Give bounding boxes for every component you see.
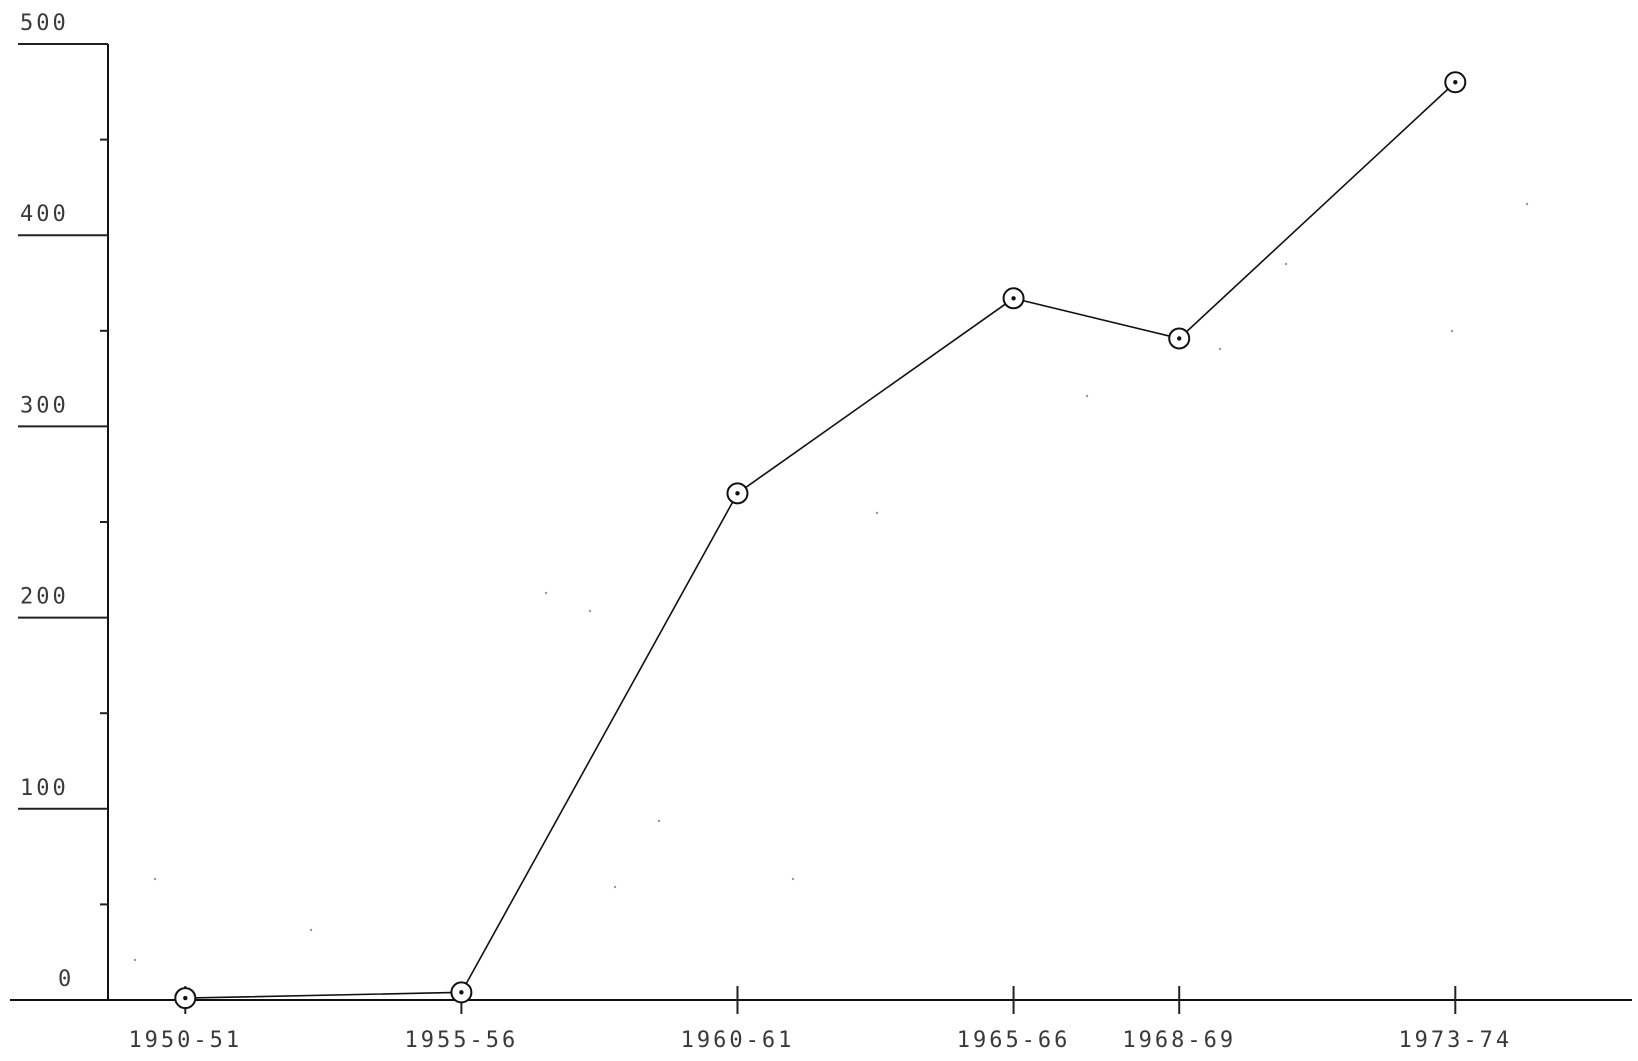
scan-speck	[1085, 394, 1089, 398]
data-point-center	[1453, 80, 1458, 85]
scan-speck	[875, 511, 879, 515]
scan-speck	[1284, 262, 1288, 266]
series-line	[185, 81, 1456, 999]
scan-speck	[309, 928, 313, 932]
y-tick-label: 500	[20, 11, 69, 36]
data-point	[726, 482, 749, 505]
scan-speck	[153, 877, 157, 881]
x-tick-label: 1955-56	[405, 1028, 519, 1053]
data-point	[174, 987, 197, 1010]
scan-speck	[544, 591, 548, 595]
x-tick-label: 1973-74	[1398, 1028, 1512, 1053]
x-tick-label: 1965-66	[957, 1028, 1071, 1053]
scan-speck	[657, 819, 661, 823]
scan-speck	[1450, 329, 1454, 333]
data-point-center	[1011, 296, 1016, 301]
x-tick-label: 1968-69	[1122, 1028, 1236, 1053]
scan-speck	[133, 958, 137, 962]
scan-speck	[613, 885, 617, 889]
x-tick-label: 1960-61	[681, 1028, 795, 1053]
scan-speck	[791, 877, 795, 881]
y-tick-label: 100	[20, 776, 69, 801]
y-axis-ticks: 0 100 200 300 400 500	[18, 11, 108, 992]
y-tick-label: 300	[20, 393, 69, 418]
x-tick-label: 1950-51	[128, 1028, 242, 1053]
data-point	[1168, 327, 1191, 350]
data-point	[450, 981, 473, 1004]
data-point-center	[735, 491, 740, 496]
data-point-center	[1177, 336, 1182, 341]
data-point-center	[459, 990, 464, 995]
data-point	[1002, 287, 1025, 310]
y-tick-label: 200	[20, 585, 69, 610]
data-point	[1444, 71, 1467, 94]
y-tick-label: 0	[58, 967, 74, 992]
y-tick-label: 400	[20, 202, 69, 227]
data-point-center	[183, 995, 188, 1001]
scan-speck	[1218, 347, 1222, 351]
scan-speck	[588, 609, 592, 613]
scan-speck	[1525, 202, 1529, 206]
data-point-markers	[174, 71, 1467, 1010]
scan-specks	[133, 202, 1529, 962]
x-axis-ticks: 1950-51 1955-56 1960-61 1965-66 1968-69 1973-…	[128, 986, 1512, 1053]
